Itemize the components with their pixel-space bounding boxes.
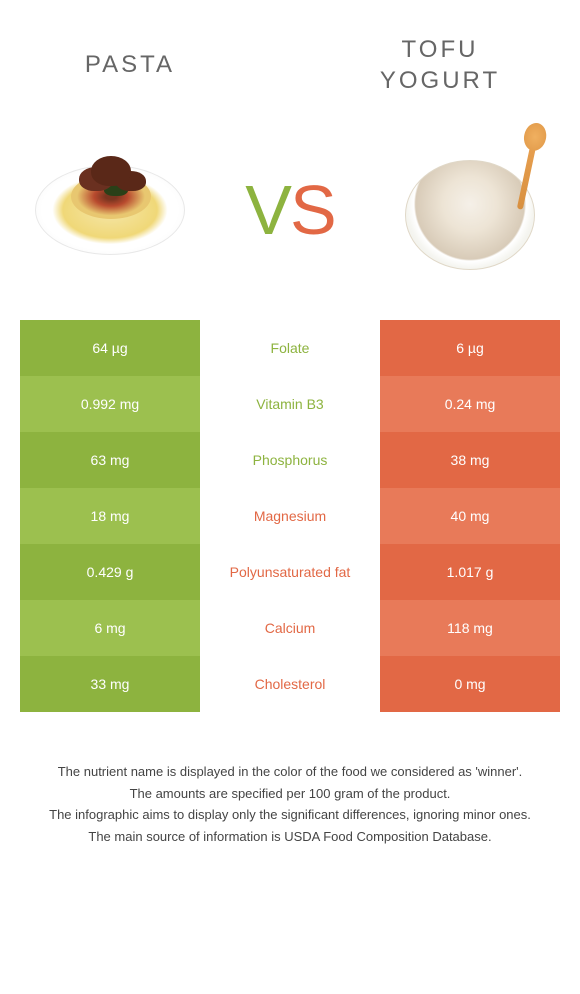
nutrient-name: Cholesterol [200,656,380,712]
left-value: 18 mg [20,488,200,544]
nutrient-name: Phosphorus [200,432,380,488]
nutrient-name: Magnesium [200,488,380,544]
nutrient-name: Vitamin B3 [200,376,380,432]
pasta-image [30,140,190,280]
comparison-table: 64 µgFolate6 µg0.992 mgVitamin B30.24 mg… [20,320,560,712]
table-row: 0.429 gPolyunsaturated fat1.017 g [20,544,560,600]
vs-letter-v: V [245,171,290,249]
right-value: 0 mg [380,656,560,712]
left-value: 0.429 g [20,544,200,600]
table-row: 6 mgCalcium118 mg [20,600,560,656]
images-row: VS [0,110,580,310]
table-row: 64 µgFolate6 µg [20,320,560,376]
table-row: 0.992 mgVitamin B30.24 mg [20,376,560,432]
right-value: 6 µg [380,320,560,376]
footnote-line: The nutrient name is displayed in the co… [20,762,560,782]
right-title: TOFU YOGURT [340,34,540,96]
left-title: PASTA [40,51,220,79]
table-row: 18 mgMagnesium40 mg [20,488,560,544]
header: PASTA TOFU YOGURT [0,0,580,110]
left-value: 33 mg [20,656,200,712]
table-row: 63 mgPhosphorus38 mg [20,432,560,488]
nutrient-name: Polyunsaturated fat [200,544,380,600]
footnote-line: The main source of information is USDA F… [20,827,560,847]
footnotes: The nutrient name is displayed in the co… [0,762,580,848]
table-row: 33 mgCholesterol0 mg [20,656,560,712]
left-value: 64 µg [20,320,200,376]
left-value: 63 mg [20,432,200,488]
nutrient-name: Calcium [200,600,380,656]
right-value: 38 mg [380,432,560,488]
footnote-line: The infographic aims to display only the… [20,805,560,825]
left-value: 0.992 mg [20,376,200,432]
vs-label: VS [245,170,334,250]
right-value: 118 mg [380,600,560,656]
right-value: 40 mg [380,488,560,544]
footnote-line: The amounts are specified per 100 gram o… [20,784,560,804]
yogurt-image [390,140,550,280]
right-value: 0.24 mg [380,376,560,432]
nutrient-name: Folate [200,320,380,376]
left-value: 6 mg [20,600,200,656]
vs-letter-s: S [290,171,335,249]
right-value: 1.017 g [380,544,560,600]
